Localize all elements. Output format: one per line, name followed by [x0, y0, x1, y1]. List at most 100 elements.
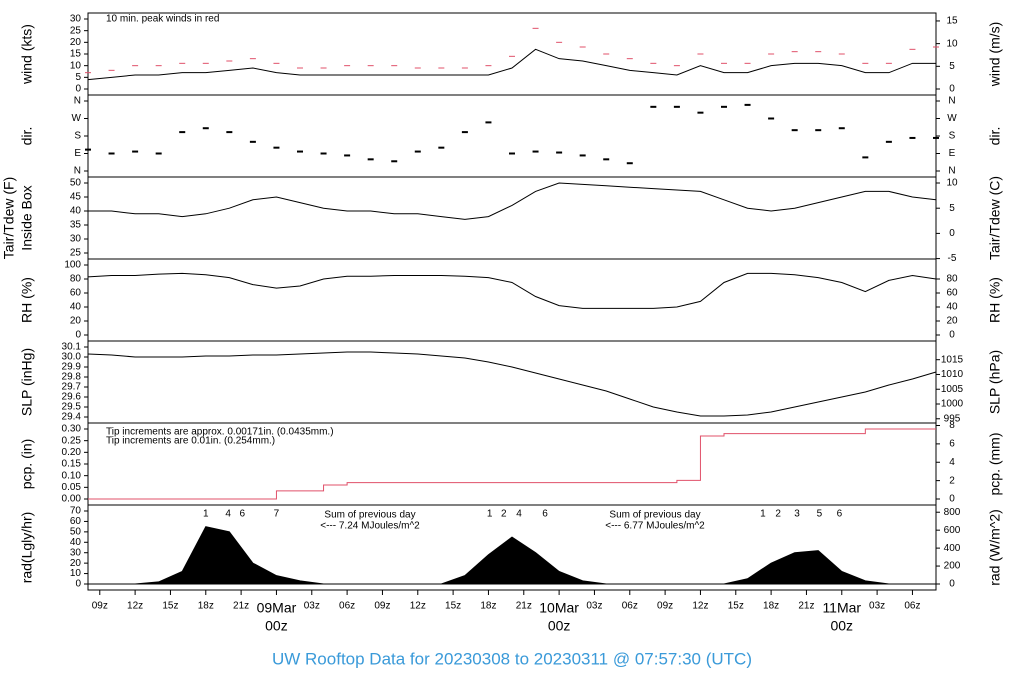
chart-title: UW Rooftop Data for 20230308 to 20230311… — [272, 649, 752, 668]
x-tick-label: 21z — [798, 601, 814, 612]
y2-tick-label: 5 — [949, 61, 955, 72]
y2-tick-label: W — [947, 113, 957, 124]
direction-point — [438, 146, 445, 149]
direction-point — [933, 136, 939, 139]
y2-tick-label: 0 — [949, 84, 955, 95]
y-tick-label: 0 — [75, 330, 81, 341]
y2-axis-label: Tair/Tdew (C) — [987, 176, 1003, 260]
x-tick-label: 06z — [622, 601, 638, 612]
annotation: Tip increments are approx. 0.00171in. (0… — [106, 427, 334, 438]
y-tick-label: 20 — [70, 316, 82, 327]
direction-point — [815, 129, 822, 132]
direction-point — [744, 103, 751, 106]
x-tick-label: 18z — [763, 601, 779, 612]
x-tick-label: 21z — [516, 601, 532, 612]
y2-tick-label: N — [948, 166, 955, 177]
y-tick-label: 10 — [70, 60, 82, 71]
y-tick-label: 0.25 — [62, 435, 82, 446]
direction-point — [414, 150, 421, 153]
hour-marker: 1 — [760, 509, 766, 520]
direction-point — [579, 154, 586, 157]
direction-point — [367, 158, 374, 161]
direction-point — [132, 150, 139, 153]
day-label: 10Mar — [539, 600, 579, 616]
x-tick-label: 21z — [233, 601, 249, 612]
panel-frame — [87, 504, 937, 591]
y-tick-label: 40 — [70, 302, 82, 313]
y2-tick-label: 0 — [949, 228, 955, 239]
direction-point — [791, 129, 798, 132]
y-axis-label: RH (%) — [19, 277, 35, 323]
y-tick-label: 0.20 — [62, 447, 82, 458]
y-axis-label: wind (kts) — [19, 24, 35, 85]
y2-tick-label: 40 — [946, 302, 958, 313]
x-tick-label: 09z — [92, 601, 108, 612]
y-tick-label: 20 — [70, 558, 82, 569]
annotation: <--- 6.77 MJoules/m^2 — [605, 521, 705, 532]
y-tick-label: 0.05 — [62, 482, 82, 493]
radiation-area — [88, 526, 936, 585]
annotation: <--- 7.24 MJoules/m^2 — [320, 521, 420, 532]
direction-point — [909, 136, 916, 139]
direction-point — [273, 146, 280, 149]
x-tick-label: 15z — [445, 601, 461, 612]
y-tick-label: 80 — [70, 274, 82, 285]
y-tick-label: 29.6 — [62, 392, 82, 403]
y-tick-label: 0.30 — [62, 424, 82, 435]
direction-point — [532, 150, 539, 153]
data-line — [88, 182, 937, 220]
y2-tick-label: 5 — [949, 203, 955, 214]
direction-point — [603, 158, 610, 161]
panel-frame — [87, 258, 937, 342]
y2-tick-label: 15 — [946, 16, 958, 27]
y2-axis-label: rad (W/m^2) — [987, 509, 1003, 586]
panel-frame — [87, 340, 937, 424]
y-tick-label: W — [72, 113, 82, 124]
x-tick-label: 06z — [904, 601, 920, 612]
y-tick-label: 100 — [64, 260, 81, 271]
direction-point — [297, 150, 303, 153]
y2-tick-label: 80 — [946, 274, 958, 285]
day-sublabel: 00z — [548, 618, 571, 634]
direction-point — [556, 151, 563, 154]
panel-frame — [87, 94, 937, 178]
y2-tick-label: 10 — [946, 38, 958, 49]
y-axis-label: Inside Box — [19, 185, 35, 250]
x-tick-label: 03z — [304, 601, 320, 612]
y-tick-label: 29.5 — [62, 402, 82, 413]
y2-tick-label: 10 — [946, 178, 958, 189]
direction-point — [768, 117, 775, 120]
y-tick-label: 70 — [70, 506, 82, 517]
y2-tick-label: 800 — [944, 507, 961, 518]
y-axis-label: dir. — [19, 127, 35, 146]
y2-axis-label: dir. — [987, 127, 1003, 146]
day-sublabel: 00z — [265, 618, 288, 634]
direction-point — [320, 152, 327, 155]
direction-point — [721, 105, 727, 108]
y-tick-label: 29.7 — [62, 382, 82, 393]
data-line — [87, 48, 936, 81]
precip-line — [88, 428, 936, 500]
y-tick-label: 25 — [70, 248, 82, 259]
y-axis-label: rad(Lgly/hr) — [19, 512, 35, 584]
y-tick-label: 29.4 — [62, 412, 82, 423]
y2-tick-label: 0 — [949, 330, 955, 341]
hour-marker: 3 — [794, 509, 800, 520]
y2-axis-label: pcp. (mm) — [987, 433, 1003, 496]
y-tick-label: 30.0 — [62, 352, 82, 363]
data-line — [87, 272, 937, 309]
x-tick-label: 06z — [339, 601, 355, 612]
x-tick-label: 09z — [657, 601, 673, 612]
y2-tick-label: 1000 — [941, 399, 964, 410]
day-label: 11Mar — [822, 600, 861, 616]
y-tick-label: 0 — [75, 84, 81, 95]
y2-tick-label: 600 — [944, 525, 961, 536]
y-tick-label: N — [74, 96, 81, 107]
y2-tick-label: N — [948, 96, 955, 107]
x-tick-label: 03z — [586, 601, 602, 612]
y2-tick-label: 4 — [949, 457, 955, 468]
direction-point — [85, 148, 91, 151]
hour-marker: 6 — [837, 509, 843, 520]
y-tick-label: 50 — [70, 178, 82, 189]
